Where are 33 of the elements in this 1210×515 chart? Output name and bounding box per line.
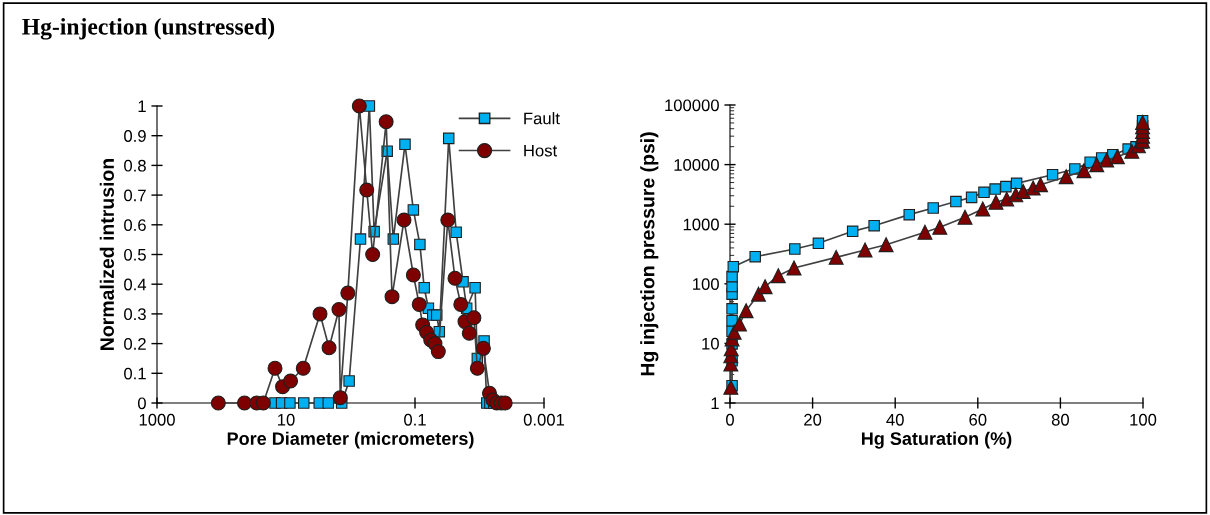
x-axis-title: Hg Saturation (%) [861,431,1012,449]
y-tick-label: 0.7 [124,189,146,202]
y-tick-label: 0 [137,397,146,410]
y-tick-label: 1 [138,100,146,113]
y-axis-title: Normalized intrusion [99,159,115,350]
x-tick-label: 100 [1130,413,1157,426]
x-tick-label: 0.1 [404,413,426,426]
y-tick-label: 100 [693,278,719,290]
y-tick-label: 0.2 [124,338,146,350]
x-axis-title: Pore Diameter (micrometers) [227,431,474,449]
x-tick-label: 40 [886,413,904,426]
chart-title: Hg-injection (unstressed) [22,18,275,40]
x-tick-label: 0.001 [523,413,565,426]
legend-label: Host [524,144,558,157]
legend-label: Fault [524,112,560,125]
y-tick-label: 10 [702,337,719,350]
x-tick-label: 0 [726,413,734,426]
y-tick-label: 0.4 [124,278,147,291]
y-tick-label: 1000 [683,218,719,231]
y-tick-label: 100000 [665,99,719,112]
y-tick-label: 10000 [674,159,719,171]
x-tick-label: 80 [1051,413,1070,426]
y-tick-label: 0.6 [124,219,146,231]
x-tick-label: 20 [804,413,822,426]
y-axis-title: Hg injection pressure (psi) [640,132,659,376]
y-tick-label: 1 [711,397,719,410]
y-tick-label: 0.8 [124,159,146,172]
y-tick-label: 0.3 [124,308,146,321]
y-tick-label: 0.9 [124,130,146,142]
y-tick-label: 0.5 [124,248,146,261]
x-tick-label: 60 [969,413,987,426]
x-tick-label: 10 [278,413,295,426]
y-tick-label: 0.1 [124,367,146,380]
